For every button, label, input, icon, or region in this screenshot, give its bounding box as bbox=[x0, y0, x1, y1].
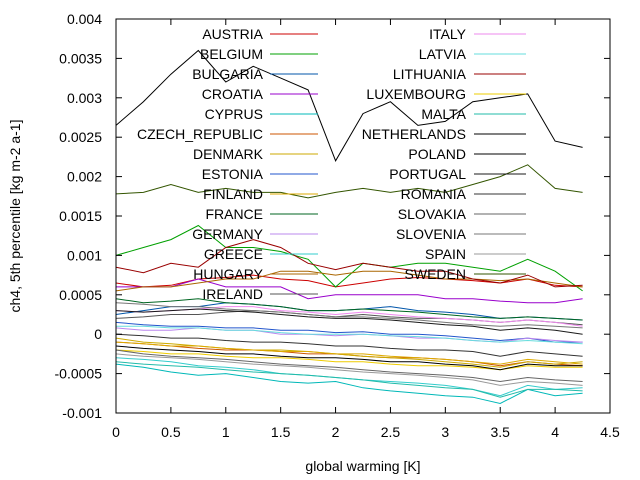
x-tick-label: 4.5 bbox=[600, 424, 620, 440]
series-line-spain bbox=[115, 353, 583, 386]
series-line-poland bbox=[115, 345, 583, 371]
legend-label-poland: POLAND bbox=[408, 146, 466, 162]
y-tick-label: 0.003 bbox=[67, 90, 102, 106]
legend-label-malta: MALTA bbox=[421, 106, 466, 122]
legend-label-ireland: IRELAND bbox=[202, 286, 263, 302]
legend-label-finland: FINLAND bbox=[203, 186, 263, 202]
series-line-cyprus bbox=[115, 363, 583, 405]
legend-label-netherlands: NETHERLANDS bbox=[362, 126, 466, 142]
legend-label-slovakia: SLOVAKIA bbox=[398, 206, 467, 222]
y-tick-label: -0.0005 bbox=[55, 366, 103, 382]
series-line-hungary bbox=[115, 270, 583, 292]
x-tick-label: 3 bbox=[441, 424, 449, 440]
legend-label-denmark: DENMARK bbox=[193, 146, 264, 162]
series-line-estonia bbox=[115, 321, 583, 343]
x-tick-label: 2.5 bbox=[381, 424, 401, 440]
legend-label-hungary: HUNGARY bbox=[193, 266, 263, 282]
series-line-romania bbox=[115, 333, 583, 357]
y-tick-label: 0.001 bbox=[67, 247, 102, 263]
legend-label-sweden: SWEDEN bbox=[405, 266, 466, 282]
x-tick-label: 3.5 bbox=[490, 424, 510, 440]
x-tick-label: 4 bbox=[551, 424, 559, 440]
legend-label-czech-republic: CZECH_REPUBLIC bbox=[137, 126, 263, 142]
legend-label-portugal: PORTUGAL bbox=[389, 166, 466, 182]
y-tick-label: 0.0025 bbox=[59, 129, 102, 145]
series-line-france bbox=[115, 298, 583, 321]
legend: AUSTRIA BELGIUM BULGARIA CROATIA CYPRUS CZECH… bbox=[137, 26, 526, 302]
y-tick-label: -0.001 bbox=[62, 405, 102, 421]
legend-label-latvia: LATVIA bbox=[419, 46, 467, 62]
axes: 0 0.5 1 1.5 2 2.5 3 3.5 4 4.5 -0.001 -0.0005 0 0.0005… bbox=[55, 11, 620, 440]
legend-label-italy: ITALY bbox=[429, 26, 466, 42]
series-line-latvia bbox=[116, 325, 583, 345]
x-tick-label: 2 bbox=[332, 424, 340, 440]
y-axis-label: ch4, 5th percentile [kg m-2 a-1] bbox=[7, 120, 23, 313]
legend-label-austria: AUSTRIA bbox=[202, 26, 263, 42]
y-tick-label: 0.0015 bbox=[59, 208, 102, 224]
legend-label-greece: GREECE bbox=[204, 246, 263, 262]
series-line-slovenia bbox=[115, 302, 583, 329]
x-tick-label: 1 bbox=[222, 424, 230, 440]
series-line-lithuania bbox=[115, 239, 583, 288]
y-tick-label: 0 bbox=[94, 326, 102, 342]
legend-label-spain: SPAIN bbox=[425, 246, 466, 262]
series-line-netherlands bbox=[115, 49, 583, 162]
legend-label-croatia: CROATIA bbox=[202, 86, 264, 102]
legend-label-lithuania: LITHUANIA bbox=[393, 66, 467, 82]
y-tick-label: 0.002 bbox=[67, 169, 102, 185]
legend-label-belgium: BELGIUM bbox=[200, 46, 263, 62]
series-line-finland bbox=[115, 341, 583, 365]
series-line-malta bbox=[115, 361, 583, 398]
series-layer bbox=[115, 49, 583, 405]
legend-label-germany: GERMANY bbox=[192, 226, 263, 242]
series-line-portugal bbox=[115, 308, 583, 335]
legend-label-cyprus: CYPRUS bbox=[205, 106, 263, 122]
x-tick-label: 1.5 bbox=[271, 424, 291, 440]
x-tick-label: 0.5 bbox=[161, 424, 181, 440]
legend-label-slovenia: SLOVENIA bbox=[396, 226, 467, 242]
legend-label-luxembourg: LUXEMBOURG bbox=[366, 86, 466, 102]
series-line-belgium bbox=[115, 224, 583, 292]
legend-label-estonia: ESTONIA bbox=[202, 166, 264, 182]
y-tick-label: 0.0005 bbox=[59, 287, 102, 303]
series-line-croatia bbox=[116, 278, 583, 304]
x-axis-label: global warming [K] bbox=[305, 458, 420, 474]
series-line-slovakia bbox=[115, 349, 583, 383]
y-tick-label: 0.0035 bbox=[59, 50, 102, 66]
x-tick-label: 0 bbox=[112, 424, 120, 440]
legend-label-romania: ROMANIA bbox=[401, 186, 467, 202]
series-line-sweden bbox=[115, 164, 583, 199]
legend-label-france: FRANCE bbox=[205, 206, 263, 222]
y-tick-label: 0.004 bbox=[67, 11, 102, 27]
legend-label-bulgaria: BULGARIA bbox=[192, 66, 263, 82]
